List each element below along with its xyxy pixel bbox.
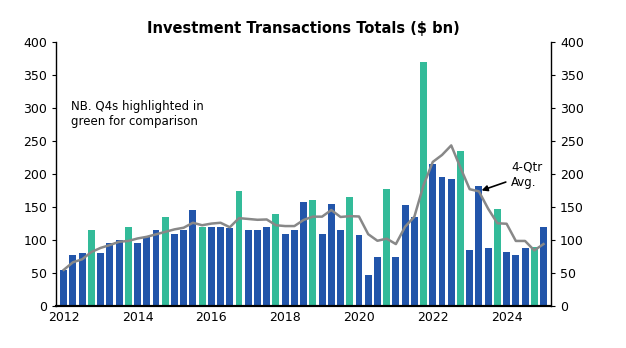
Bar	[411, 217, 418, 306]
Bar	[393, 257, 399, 306]
Bar	[69, 255, 76, 306]
Bar	[420, 62, 427, 306]
Bar	[485, 248, 491, 306]
Bar	[282, 234, 289, 306]
Bar	[106, 244, 113, 306]
Bar	[134, 244, 141, 306]
Title: Investment Transactions Totals ($ bn): Investment Transactions Totals ($ bn)	[147, 22, 460, 37]
Bar	[439, 177, 446, 306]
Bar	[88, 230, 95, 306]
Bar	[319, 234, 326, 306]
Bar	[162, 217, 168, 306]
Bar	[79, 253, 86, 306]
Bar	[171, 234, 178, 306]
Bar	[337, 230, 344, 306]
Bar	[540, 227, 547, 306]
Bar	[402, 205, 409, 306]
Text: 4-Qtr
Avg.: 4-Qtr Avg.	[483, 161, 543, 190]
Bar	[521, 248, 528, 306]
Bar	[309, 200, 316, 306]
Bar	[328, 204, 335, 306]
Bar	[531, 247, 538, 306]
Bar	[494, 209, 501, 306]
Bar	[512, 255, 520, 306]
Bar	[300, 203, 307, 306]
Bar	[272, 214, 279, 306]
Bar	[429, 164, 436, 306]
Bar	[383, 189, 390, 306]
Bar	[291, 230, 298, 306]
Bar	[448, 179, 454, 306]
Bar	[60, 270, 67, 306]
Bar	[264, 227, 270, 306]
Bar	[97, 253, 104, 306]
Bar	[365, 275, 372, 306]
Bar	[503, 252, 510, 306]
Bar	[190, 210, 197, 306]
Bar	[208, 227, 215, 306]
Bar	[457, 151, 464, 306]
Bar	[466, 250, 473, 306]
Text: NB. Q4s highlighted in
green for comparison: NB. Q4s highlighted in green for compari…	[71, 100, 204, 128]
Bar	[346, 197, 353, 306]
Bar	[245, 230, 252, 306]
Bar	[153, 230, 160, 306]
Bar	[143, 237, 150, 306]
Bar	[217, 227, 224, 306]
Bar	[198, 227, 205, 306]
Bar	[180, 230, 187, 306]
Bar	[125, 227, 131, 306]
Bar	[116, 240, 123, 306]
Bar	[374, 257, 381, 306]
Bar	[476, 186, 483, 306]
Bar	[254, 230, 261, 306]
Bar	[227, 228, 233, 306]
Bar	[356, 235, 362, 306]
Bar	[235, 191, 242, 306]
